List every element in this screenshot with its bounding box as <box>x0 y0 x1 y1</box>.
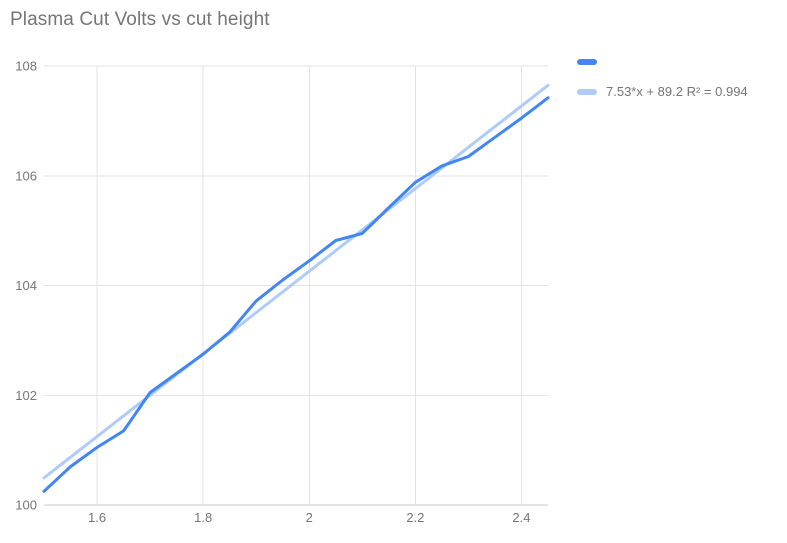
y-tick-label: 108 <box>15 59 37 74</box>
trendline-swatch <box>577 88 597 95</box>
series-line <box>42 96 550 493</box>
legend-item-series <box>577 55 748 68</box>
y-tick-label: 100 <box>15 498 37 513</box>
y-tick-label: 106 <box>15 168 37 183</box>
chart-title: Plasma Cut Volts vs cut height <box>10 9 270 30</box>
trendline <box>42 83 550 480</box>
x-tick-label: 2.2 <box>406 510 424 525</box>
x-tick-label: 2 <box>306 510 313 525</box>
series-swatch <box>577 58 597 65</box>
legend-trendline-label: 7.53*x + 89.2 R² = 0.994 <box>606 84 748 99</box>
x-tick-label: 1.8 <box>194 510 212 525</box>
x-tick-label: 1.6 <box>88 510 106 525</box>
legend: 7.53*x + 89.2 R² = 0.994 <box>577 55 748 99</box>
x-tick-label: 2.4 <box>512 510 530 525</box>
legend-item-trendline: 7.53*x + 89.2 R² = 0.994 <box>577 84 748 99</box>
y-tick-label: 104 <box>15 278 37 293</box>
y-tick-label: 102 <box>15 388 37 403</box>
